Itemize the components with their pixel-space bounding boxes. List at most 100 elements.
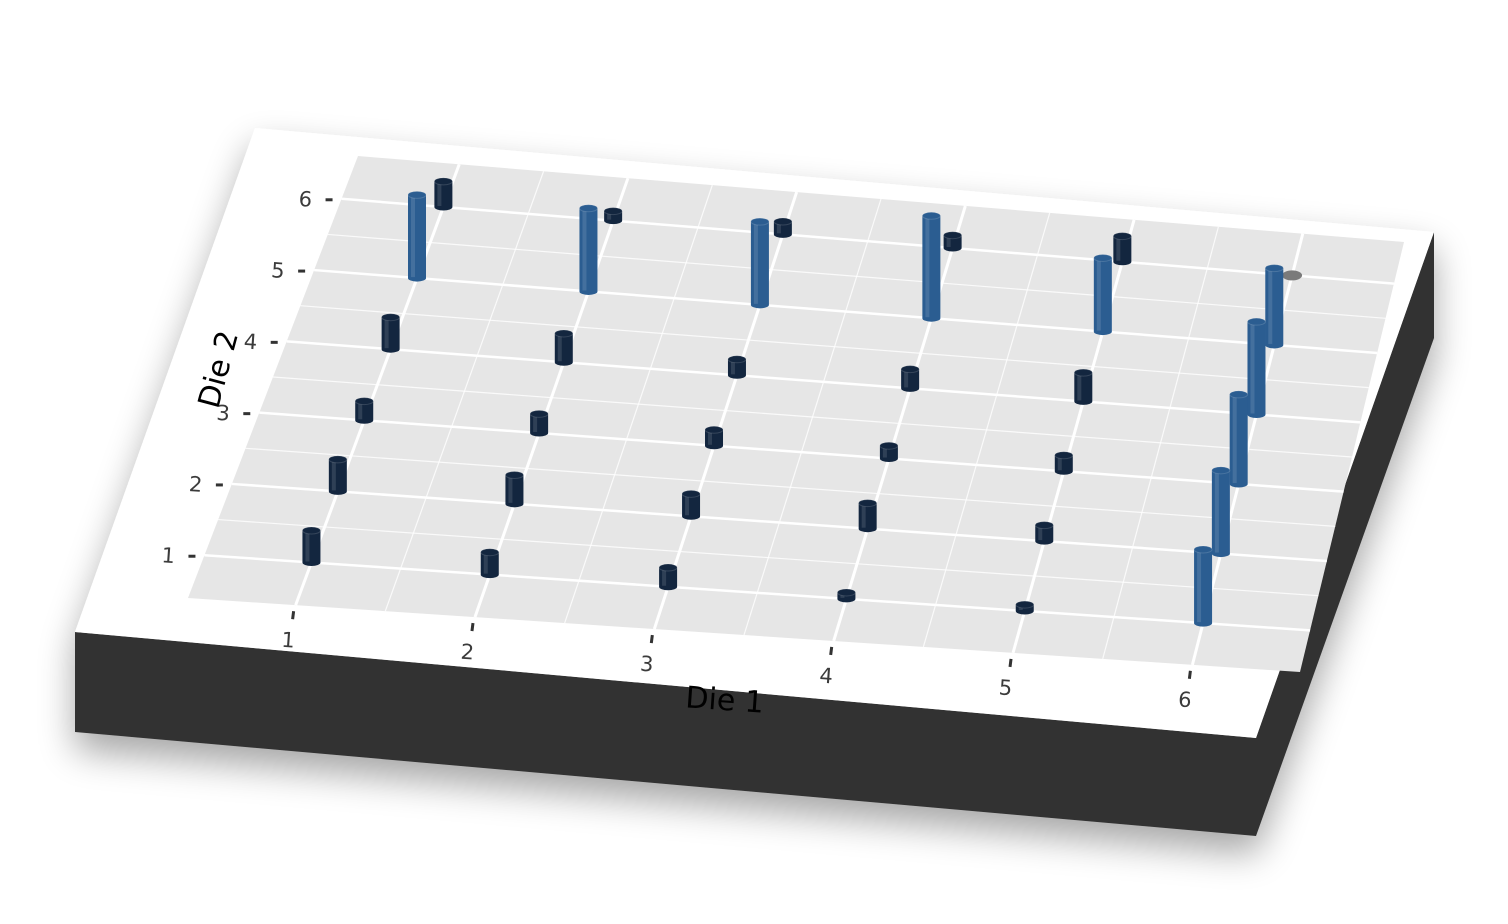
bar	[681, 489, 701, 520]
bar-body	[408, 194, 427, 282]
bar-body	[659, 567, 678, 591]
bar-body	[328, 459, 347, 495]
bar-cap	[407, 190, 427, 199]
bar-body	[1035, 525, 1054, 545]
y-tick-label: 3	[216, 401, 231, 426]
bar-highlight	[358, 402, 363, 420]
bar-cap	[433, 177, 453, 186]
x-axis-title: Die 1	[684, 680, 765, 720]
x-axis: 1 2 3 4 5 6	[281, 610, 1192, 712]
bar-body	[355, 401, 374, 424]
bar-body	[1194, 549, 1213, 627]
bar-cap	[1034, 521, 1054, 530]
bar-body	[1054, 455, 1073, 475]
bar-body	[727, 359, 746, 379]
bar-highlight	[1250, 322, 1255, 414]
bar-cap	[1112, 232, 1132, 241]
bar	[750, 217, 770, 309]
bar	[480, 548, 500, 579]
bar	[1093, 253, 1113, 336]
bar	[1112, 232, 1132, 266]
x-tick-label: 5	[998, 675, 1013, 700]
bar-body	[1113, 236, 1132, 266]
bar	[1246, 317, 1266, 418]
bar	[921, 211, 941, 322]
bar-body	[1229, 394, 1248, 488]
bar	[554, 329, 574, 366]
x-tick-mark	[1187, 670, 1192, 680]
x-tick-mark	[829, 646, 834, 656]
empty-point	[1282, 270, 1303, 281]
bar-body	[1247, 321, 1266, 418]
bar-highlight	[1018, 605, 1023, 610]
bar-highlight	[1268, 269, 1273, 344]
bar	[1229, 390, 1249, 488]
bar-highlight	[1214, 471, 1219, 553]
bar-highlight	[1077, 373, 1082, 401]
bar	[328, 455, 348, 495]
bar-cap	[301, 526, 321, 535]
bar-highlight	[582, 209, 587, 291]
bar-body	[604, 211, 623, 225]
bar-body	[434, 181, 453, 211]
bar-body	[901, 369, 920, 392]
bar-body	[943, 235, 962, 252]
bar-cap	[943, 231, 963, 240]
bar-cap	[1015, 600, 1035, 609]
bar	[603, 207, 623, 225]
grid-line-y-minor	[272, 376, 1353, 458]
bar-cap	[1211, 466, 1231, 475]
bar	[727, 355, 747, 379]
bar-highlight	[533, 414, 538, 433]
bar	[1073, 368, 1093, 405]
bar-body	[579, 208, 598, 295]
bar-highlight	[305, 531, 310, 562]
bar-cap	[658, 563, 678, 572]
grid-line-y-minor	[245, 447, 1336, 527]
bar-body	[480, 552, 499, 579]
x-tick-label: 1	[281, 628, 296, 653]
bar-highlight	[753, 222, 758, 304]
bar-cap	[1246, 317, 1266, 326]
bar-highlight	[1038, 526, 1043, 541]
bar-cap	[480, 548, 500, 557]
bar-highlight	[730, 360, 735, 375]
base-side-right	[1256, 232, 1434, 836]
bar-highlight	[384, 318, 389, 349]
bar-body	[505, 475, 524, 508]
bar-highlight	[861, 504, 866, 528]
base-side-front	[75, 632, 1256, 836]
y-tick-label: 2	[188, 472, 203, 497]
bar-body	[1093, 257, 1112, 336]
bar	[407, 190, 427, 282]
bar	[836, 588, 856, 603]
bar-body	[858, 503, 877, 533]
bar-highlight	[483, 553, 488, 574]
bar-highlight	[557, 334, 562, 362]
grid-line-y-minor	[300, 305, 1369, 389]
bar-highlight	[776, 222, 781, 234]
bar-highlight	[331, 460, 336, 491]
bar-body	[750, 221, 769, 309]
bar	[504, 471, 524, 508]
bar	[1264, 264, 1284, 349]
bar-cap	[578, 204, 598, 213]
bar	[1054, 451, 1074, 475]
bar-highlight	[1096, 258, 1101, 331]
x-tick-label: 6	[1177, 687, 1192, 712]
bar-cap	[504, 471, 524, 480]
bar-cap	[879, 441, 899, 450]
bar-cap	[681, 489, 701, 498]
bar-highlight	[1057, 456, 1062, 471]
grid-line-y-minor	[218, 518, 1319, 597]
bar-cap	[727, 355, 747, 364]
x-tick-mark	[649, 634, 654, 644]
bar-cap	[328, 455, 348, 464]
bar-highlight	[1197, 550, 1202, 623]
bar-cap	[354, 397, 374, 406]
bar	[943, 231, 963, 252]
bar-cap	[704, 425, 724, 434]
bar-cap	[1229, 390, 1249, 399]
bar-highlight	[437, 182, 442, 206]
